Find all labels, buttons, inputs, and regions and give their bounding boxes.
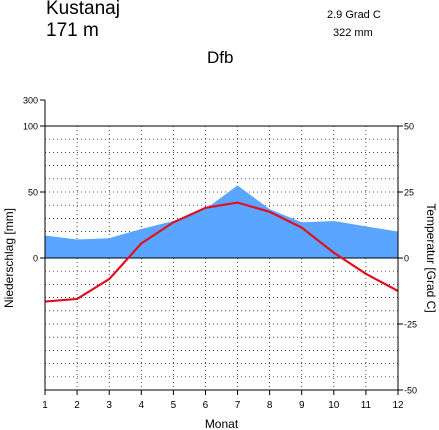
x-tick-label: 8 [267, 400, 273, 411]
x-tick-label: 12 [392, 400, 404, 411]
precipitation-area [45, 185, 398, 258]
x-tick-label: 5 [171, 400, 177, 411]
right-tick-label: -50 [404, 386, 417, 396]
station-name: Kustanaj [46, 0, 120, 19]
left-tick-label: 0 [33, 254, 38, 264]
precipitation-area-layer [45, 185, 398, 259]
x-tick-label: 11 [361, 400, 372, 411]
x-tick-label: 7 [235, 400, 241, 411]
x-tick-label: 9 [299, 400, 305, 411]
x-tick-label: 10 [328, 400, 340, 411]
x-axis-label: Monat [205, 417, 239, 430]
right-tick-label: 50 [404, 122, 414, 132]
station-elevation: 171 m [46, 20, 99, 41]
right-axis-label: Temperatur [Grad C] [424, 203, 438, 312]
x-tick-label: 3 [106, 400, 112, 411]
right-tick-label: -25 [404, 320, 417, 330]
x-tick-label: 1 [42, 400, 48, 411]
right-tick-label: 0 [404, 254, 409, 264]
left-tick-label: 100 [23, 122, 38, 132]
mean-temperature: 2.9 Grad C [327, 9, 381, 21]
x-tick-label: 6 [203, 400, 209, 411]
left-axis-label: Niederschlag [mm] [2, 208, 16, 308]
left-tick-label: 50 [28, 188, 38, 198]
x-tick-label: 2 [74, 400, 80, 411]
x-tick-label: 4 [138, 400, 144, 411]
temperature-line [44, 201, 399, 303]
left-tick-label: 300 [23, 96, 38, 106]
annual-precipitation: 322 mm [333, 27, 373, 39]
climate-classification: Dfb [207, 48, 234, 67]
right-tick-label: 25 [404, 188, 414, 198]
temperature-line-layer [44, 201, 399, 303]
